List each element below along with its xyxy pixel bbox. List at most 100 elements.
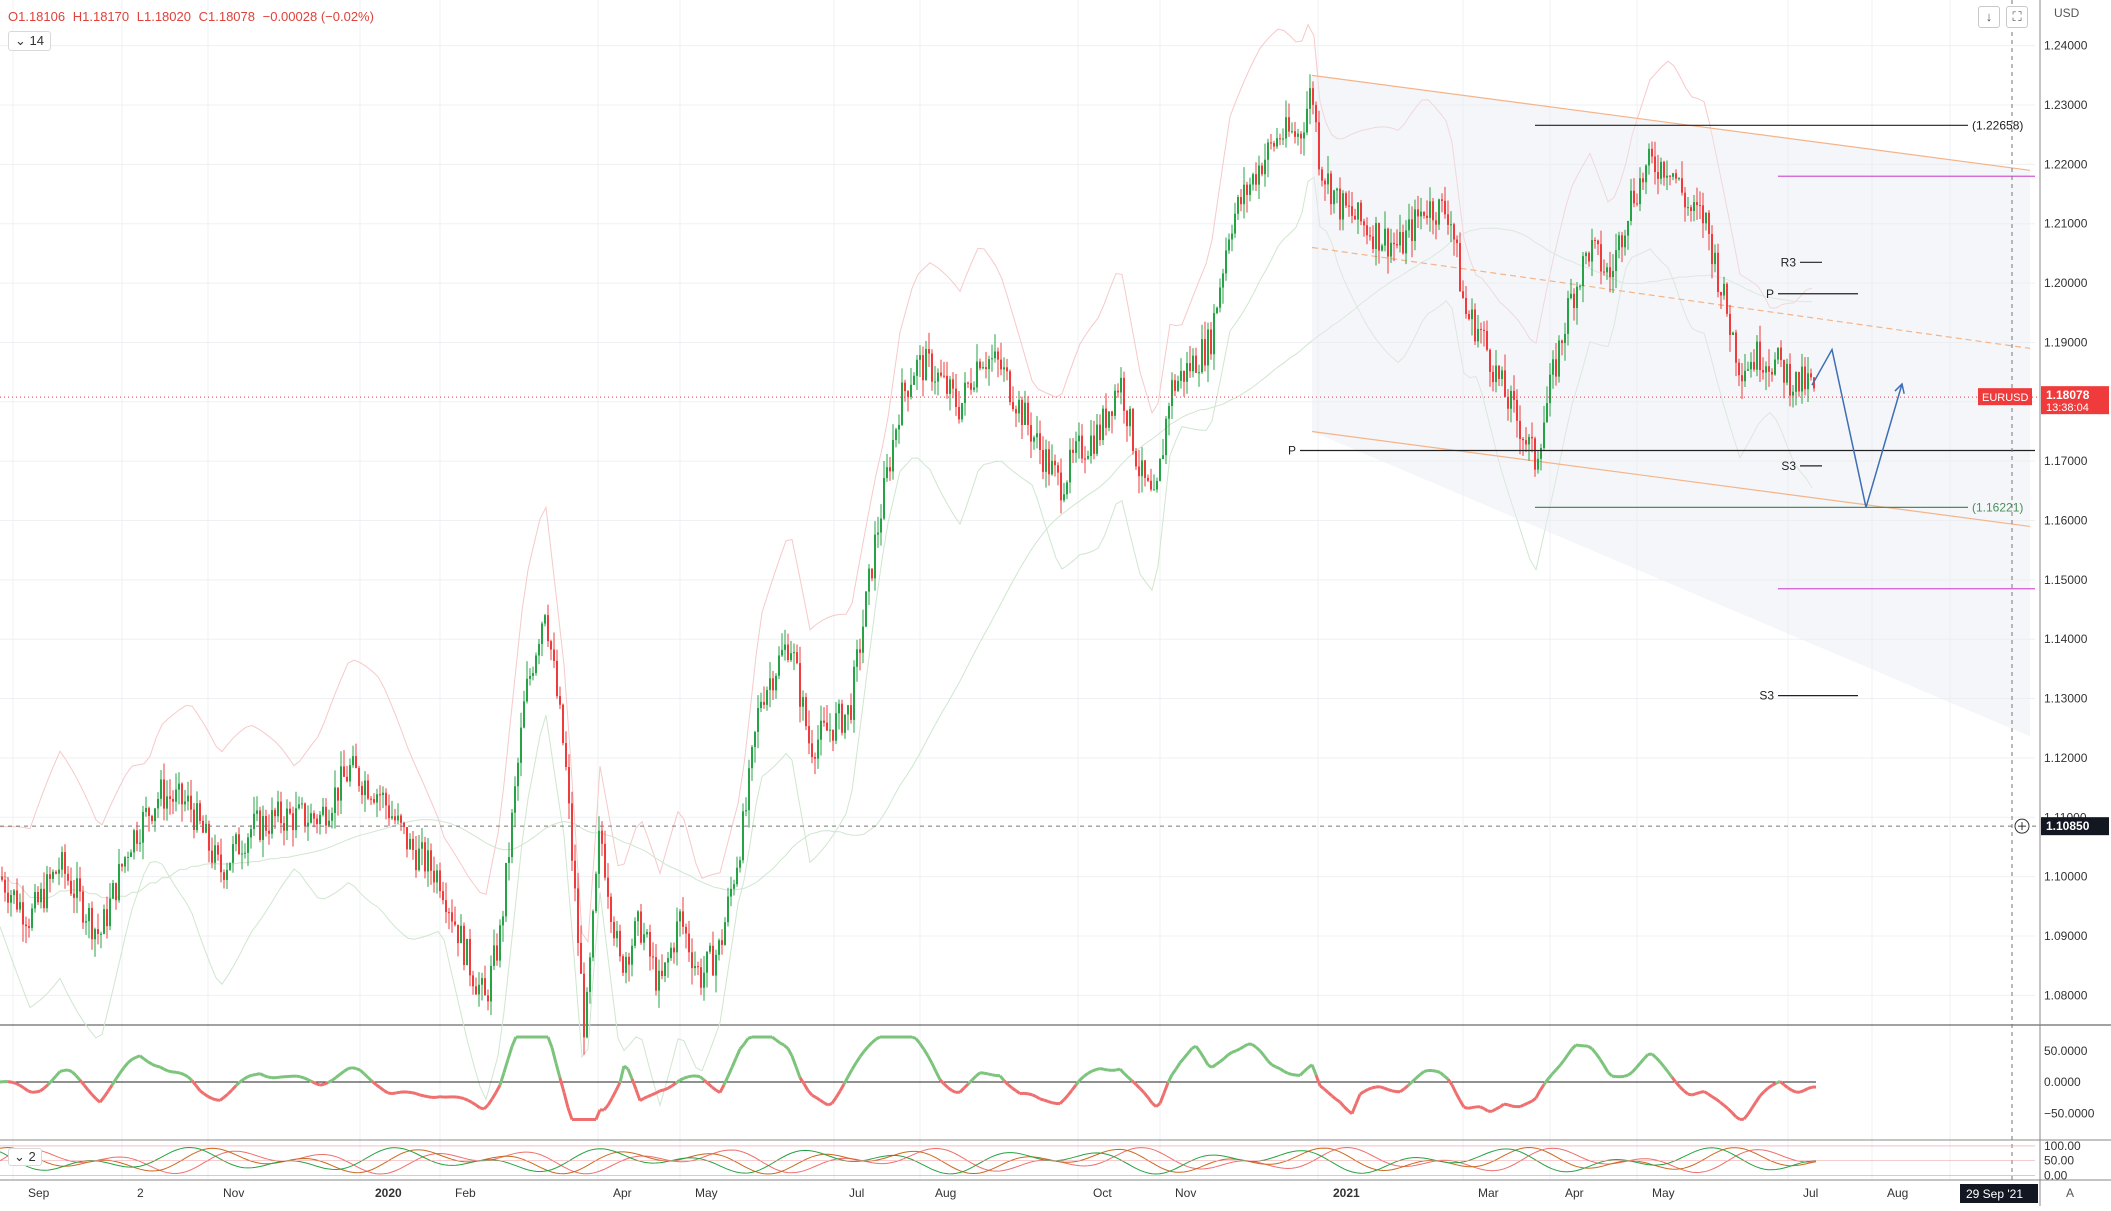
candle-body xyxy=(88,908,90,921)
oscillator-line xyxy=(364,1074,368,1078)
oscillator-line xyxy=(1148,1097,1152,1103)
candle-body xyxy=(781,650,783,655)
oscillator-line xyxy=(820,1100,824,1103)
candle-body xyxy=(1450,224,1452,225)
oscillator-line xyxy=(76,1076,80,1081)
candle-body xyxy=(511,813,513,857)
candle-body xyxy=(1765,366,1767,372)
candle-body xyxy=(853,667,855,720)
candle-body xyxy=(634,921,636,946)
candle-body xyxy=(1402,232,1404,253)
oscillator-line xyxy=(84,1085,88,1090)
candle-body xyxy=(76,878,78,898)
oscillator-line xyxy=(1480,1107,1484,1109)
candle-body xyxy=(232,844,234,863)
candle-body xyxy=(628,957,630,965)
candle-body xyxy=(310,813,312,823)
oscillator-line xyxy=(1744,1114,1748,1119)
oscillator-line xyxy=(1624,1075,1628,1076)
oscillator-line xyxy=(500,1072,504,1085)
candle-body xyxy=(1540,448,1542,459)
oscillator-line xyxy=(788,1049,792,1056)
candle-body xyxy=(1057,465,1059,472)
auto-scale-button[interactable]: A xyxy=(2066,1186,2074,1200)
oscillator-line xyxy=(1564,1055,1568,1061)
candle-body xyxy=(1381,246,1383,251)
level-label: R3 xyxy=(1781,255,1797,269)
fullscreen-icon[interactable]: ⛶ xyxy=(2006,6,2028,28)
candle-body xyxy=(1072,450,1074,453)
candle-body xyxy=(1174,380,1176,391)
regression-channel xyxy=(1312,75,2030,736)
currency-selector[interactable]: USD xyxy=(2054,6,2079,20)
candle-body xyxy=(1018,400,1020,414)
oscillator-line xyxy=(220,1097,224,1100)
indicator-collapse-button[interactable]: ⌄ 14 xyxy=(8,31,51,51)
candle-body xyxy=(565,743,567,767)
oscillator2-tick-label: 0.00 xyxy=(2044,1169,2068,1183)
candle-body xyxy=(148,808,150,816)
candle-body xyxy=(136,830,138,844)
candle-body xyxy=(184,801,186,804)
oscillator-line xyxy=(48,1081,52,1085)
candle-body xyxy=(133,830,135,852)
candle-body xyxy=(1159,459,1161,481)
candle-body xyxy=(787,645,789,660)
candle-body xyxy=(286,809,288,831)
oscillator-line xyxy=(224,1094,228,1097)
oscillator-line xyxy=(916,1039,920,1044)
oscillator-line xyxy=(1684,1091,1688,1094)
candle-body xyxy=(229,863,231,870)
oscillator-line xyxy=(1156,1103,1160,1106)
download-icon[interactable]: ↓ xyxy=(1978,6,2000,28)
candle-body xyxy=(1567,298,1569,334)
candle-body xyxy=(1486,331,1488,350)
candle-body xyxy=(1444,201,1446,214)
oscillator-line xyxy=(168,1071,172,1072)
oscillator-line xyxy=(1432,1071,1436,1072)
candle-body xyxy=(1201,339,1203,372)
candle-body xyxy=(949,379,951,394)
candle-body xyxy=(1246,185,1248,195)
candle-body xyxy=(1573,294,1575,308)
oscillator-line xyxy=(412,1093,416,1094)
candle-body xyxy=(439,870,441,891)
candle-body xyxy=(1204,339,1206,365)
symbol-tag-label: EURUSD xyxy=(1982,392,2029,404)
oscillator-line xyxy=(60,1070,64,1071)
candle-body xyxy=(532,673,534,676)
candle-body xyxy=(811,743,813,757)
candle-body xyxy=(1399,232,1401,245)
candle-body xyxy=(814,757,816,759)
candle-body xyxy=(916,360,918,376)
time-tick-label: 2021 xyxy=(1333,1186,1360,1200)
candle-body xyxy=(598,831,600,874)
candle-body xyxy=(1228,239,1230,250)
candle-body xyxy=(1747,369,1749,370)
time-tick-label: Nov xyxy=(223,1186,244,1200)
candle-body xyxy=(1462,291,1464,298)
candle-body xyxy=(691,952,693,968)
candle-body xyxy=(424,842,426,871)
candle-body xyxy=(769,678,771,690)
candle-body xyxy=(121,864,123,866)
candle-body xyxy=(28,926,30,928)
oscillator-line xyxy=(568,1108,572,1120)
oscillator-collapse-button[interactable]: ⌄ 2 xyxy=(8,1148,42,1166)
candle-body xyxy=(1786,364,1788,383)
candle-body xyxy=(1288,117,1290,131)
candle-body xyxy=(1156,481,1158,490)
oscillator-line xyxy=(1808,1087,1812,1088)
candle-body xyxy=(721,940,723,945)
candle-body xyxy=(616,931,618,938)
oscillator-line xyxy=(1232,1051,1236,1052)
candle-body xyxy=(415,850,417,870)
oscillator-line xyxy=(1436,1071,1440,1072)
oscillator-line xyxy=(1728,1109,1732,1113)
oscillator-line xyxy=(408,1092,412,1093)
candle-body xyxy=(1060,473,1062,501)
candle-body xyxy=(1699,205,1701,206)
candle-body xyxy=(1423,212,1425,216)
